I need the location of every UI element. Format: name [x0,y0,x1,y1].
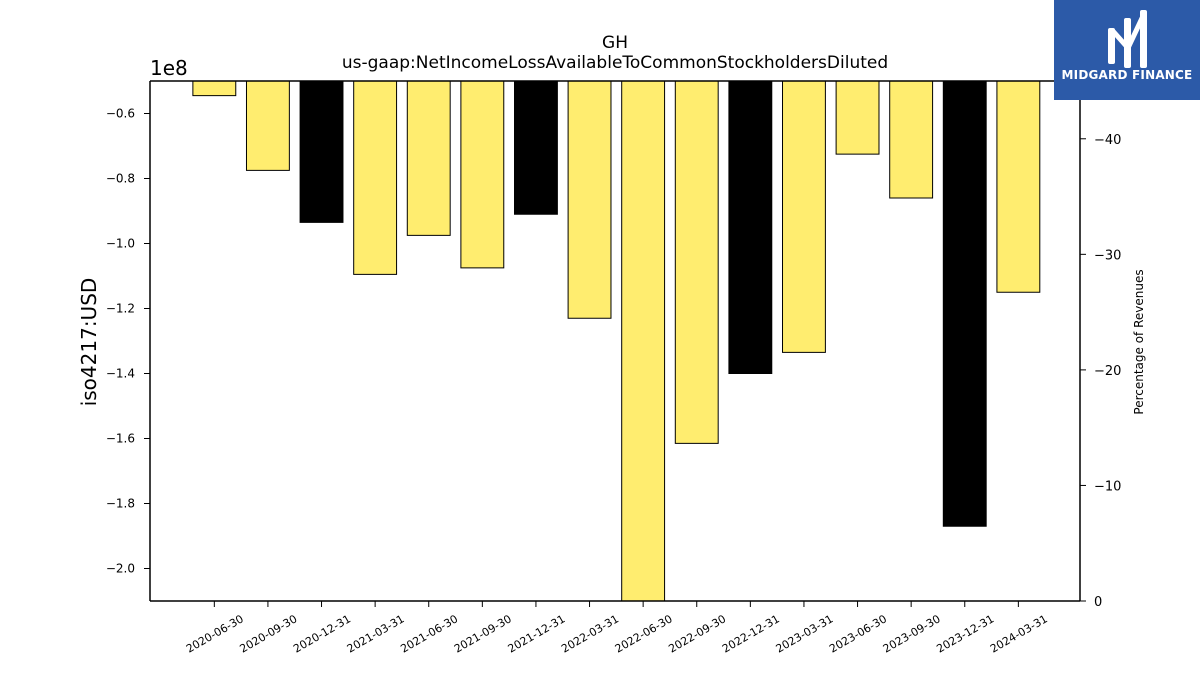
bar-2023-03-31 [782,80,826,353]
y-tick-label: −1.4 [106,367,135,381]
x-tick-label: 2022-09-30 [666,612,728,655]
bar-2023-09-30 [889,80,934,199]
bar-2021-03-31 [353,80,398,275]
x-tick-label: 2021-03-31 [345,612,407,655]
logo-text: MIDGARD FINANCE [1061,68,1193,82]
bar-2021-12-31 [514,80,558,215]
y-tick-label: −1.2 [106,302,135,316]
x-tick-label: 2024-03-31 [988,612,1050,655]
x-tick-label: 2023-09-30 [881,612,943,655]
y2-tick-label: −40 [1094,133,1121,148]
y2-tick-label: −10 [1094,479,1121,494]
x-tick-label: 2022-03-31 [559,612,621,655]
x-tick-label: 2021-09-30 [452,612,514,655]
bar-2022-09-30 [674,80,719,444]
bar-2022-12-31 [728,80,773,374]
logo-mark-icon [1108,10,1147,68]
x-tick-label: 2023-03-31 [774,612,836,655]
y-tick-label: −1.6 [106,432,135,446]
bar-2021-09-30 [460,80,505,269]
bar-2023-06-30 [835,80,880,155]
x-tick-label: 2020-06-30 [184,612,246,655]
bar-2020-06-30 [192,80,237,97]
bars-group [192,80,1041,602]
bar-2024-03-31 [996,80,1041,293]
y-tick-label: −2.0 [106,562,135,576]
y-axis-label: iso4217:USD [77,278,101,407]
x-tick-label: 2021-06-30 [398,612,460,655]
y-tick-label: −1.0 [106,237,135,251]
x-tick-label: 2020-12-31 [291,612,353,655]
y-tick-label: −0.8 [106,172,135,186]
y2-tick-label: −20 [1094,364,1121,379]
bar-2023-12-31 [942,80,987,527]
y-tick-label: −0.6 [106,107,135,121]
chart-title: GH [602,33,628,53]
y2-tick-label: −30 [1094,248,1121,263]
x-tick-label: 2023-06-30 [827,612,889,655]
x-tick-label: 2021-12-31 [506,612,568,655]
bar-2022-06-30 [621,80,666,602]
y2-tick-label: 0 [1094,595,1102,610]
y-offset-label: 1e8 [150,56,188,80]
bar-2020-09-30 [245,80,290,171]
x-tick-label: 2022-06-30 [613,612,675,655]
x-tick-label: 2020-09-30 [238,612,300,655]
x-tick-label: 2022-12-31 [720,612,782,655]
bar-2022-03-31 [567,80,612,319]
chart-subtitle: us-gaap:NetIncomeLossAvailableToCommonSt… [342,53,888,73]
bar-2020-12-31 [299,80,344,223]
y-tick-label: −1.8 [106,497,135,511]
x-tick-label: 2023-12-31 [934,612,996,655]
y2-axis-label: Percentage of Revenues [1132,269,1146,414]
bar-2021-06-30 [406,80,451,236]
midgard-finance-logo: MIDGARD FINANCE [1054,0,1200,100]
